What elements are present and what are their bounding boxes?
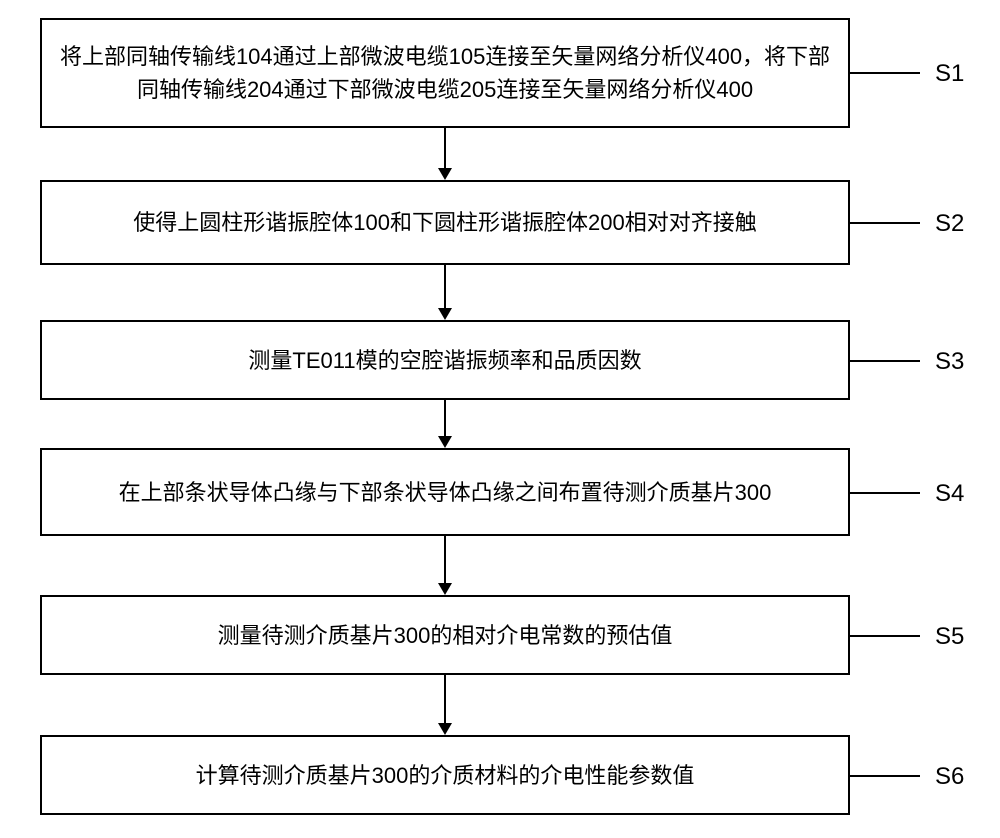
step-text-s4: 在上部条状导体凸缘与下部条状导体凸缘之间布置待测介质基片300 — [119, 476, 772, 509]
label-line-s6 — [850, 775, 920, 777]
arrow-s1-s2 — [438, 168, 452, 180]
label-line-s3 — [850, 360, 920, 362]
step-box-s4: 在上部条状导体凸缘与下部条状导体凸缘之间布置待测介质基片300 — [40, 448, 850, 536]
step-text-s6: 计算待测介质基片300的介质材料的介电性能参数值 — [196, 759, 695, 792]
label-line-s5 — [850, 635, 920, 637]
arrow-s2-s3 — [438, 308, 452, 320]
arrow-s4-s5 — [438, 583, 452, 595]
connector-s3-s4 — [444, 400, 446, 438]
connector-s2-s3 — [444, 265, 446, 310]
step-label-s2: S2 — [935, 210, 964, 238]
label-line-s2 — [850, 222, 920, 224]
step-box-s5: 测量待测介质基片300的相对介电常数的预估值 — [40, 595, 850, 675]
step-text-s5: 测量待测介质基片300的相对介电常数的预估值 — [218, 619, 673, 652]
step-box-s1: 将上部同轴传输线104通过上部微波电缆105连接至矢量网络分析仪400，将下部同… — [40, 18, 850, 128]
connector-s1-s2 — [444, 128, 446, 170]
step-label-s6: S6 — [935, 763, 964, 791]
label-line-s1 — [850, 72, 920, 74]
connector-s5-s6 — [444, 675, 446, 725]
step-label-s5: S5 — [935, 623, 964, 651]
step-text-s3: 测量TE011模的空腔谐振频率和品质因数 — [248, 344, 641, 377]
step-label-s1: S1 — [935, 60, 964, 88]
connector-s4-s5 — [444, 536, 446, 585]
step-label-s3: S3 — [935, 348, 964, 376]
step-box-s6: 计算待测介质基片300的介质材料的介电性能参数值 — [40, 735, 850, 815]
arrow-s3-s4 — [438, 436, 452, 448]
step-label-s4: S4 — [935, 480, 964, 508]
flowchart-container: 将上部同轴传输线104通过上部微波电缆105连接至矢量网络分析仪400，将下部同… — [0, 0, 1000, 838]
step-box-s2: 使得上圆柱形谐振腔体100和下圆柱形谐振腔体200相对对齐接触 — [40, 180, 850, 265]
step-box-s3: 测量TE011模的空腔谐振频率和品质因数 — [40, 320, 850, 400]
step-text-s1: 将上部同轴传输线104通过上部微波电缆105连接至矢量网络分析仪400，将下部同… — [54, 40, 836, 106]
arrow-s5-s6 — [438, 723, 452, 735]
label-line-s4 — [850, 492, 920, 494]
step-text-s2: 使得上圆柱形谐振腔体100和下圆柱形谐振腔体200相对对齐接触 — [133, 206, 756, 239]
